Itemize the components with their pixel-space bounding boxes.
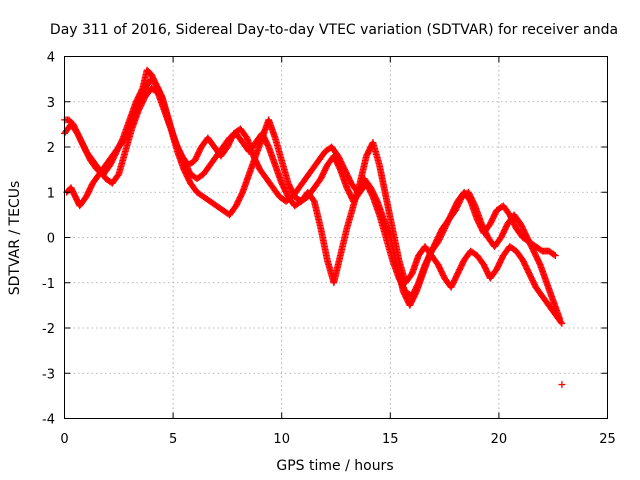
y-tick-label: 2 xyxy=(47,141,55,156)
data-point xyxy=(558,320,566,327)
data-point xyxy=(551,252,559,259)
x-tick-label: 0 xyxy=(60,432,68,447)
y-tick-label: 3 xyxy=(47,96,55,111)
data-point xyxy=(550,251,558,259)
data-point xyxy=(557,318,565,326)
x-tick-label: 15 xyxy=(382,432,399,447)
x-tick-label: 5 xyxy=(169,432,177,447)
y-tick-label: 4 xyxy=(47,51,55,66)
plot-frame xyxy=(64,56,608,419)
y-tick-label: -4 xyxy=(42,413,55,428)
data-point xyxy=(558,381,566,388)
y-axis-label: SDTVAR / TECUs xyxy=(7,181,23,296)
y-tick-label: -3 xyxy=(42,367,55,382)
x-axis-label: GPS time / hours xyxy=(276,458,393,474)
y-tick-label: -1 xyxy=(42,277,55,292)
x-tick-label: 10 xyxy=(273,432,290,447)
x-tick-label: 20 xyxy=(491,432,508,447)
chart-title: Day 311 of 2016, Sidereal Day-to-day VTE… xyxy=(50,22,618,38)
x-tick-label: 25 xyxy=(599,432,616,447)
data-points xyxy=(61,66,566,388)
y-tick-label: 0 xyxy=(47,232,55,247)
y-tick-label: 1 xyxy=(47,186,55,201)
y-tick-label: -2 xyxy=(42,322,55,337)
axis-ticks: 0 5 10 15 20 25 -4 -3 -2 -1 0 1 2 3 4 xyxy=(42,51,616,448)
